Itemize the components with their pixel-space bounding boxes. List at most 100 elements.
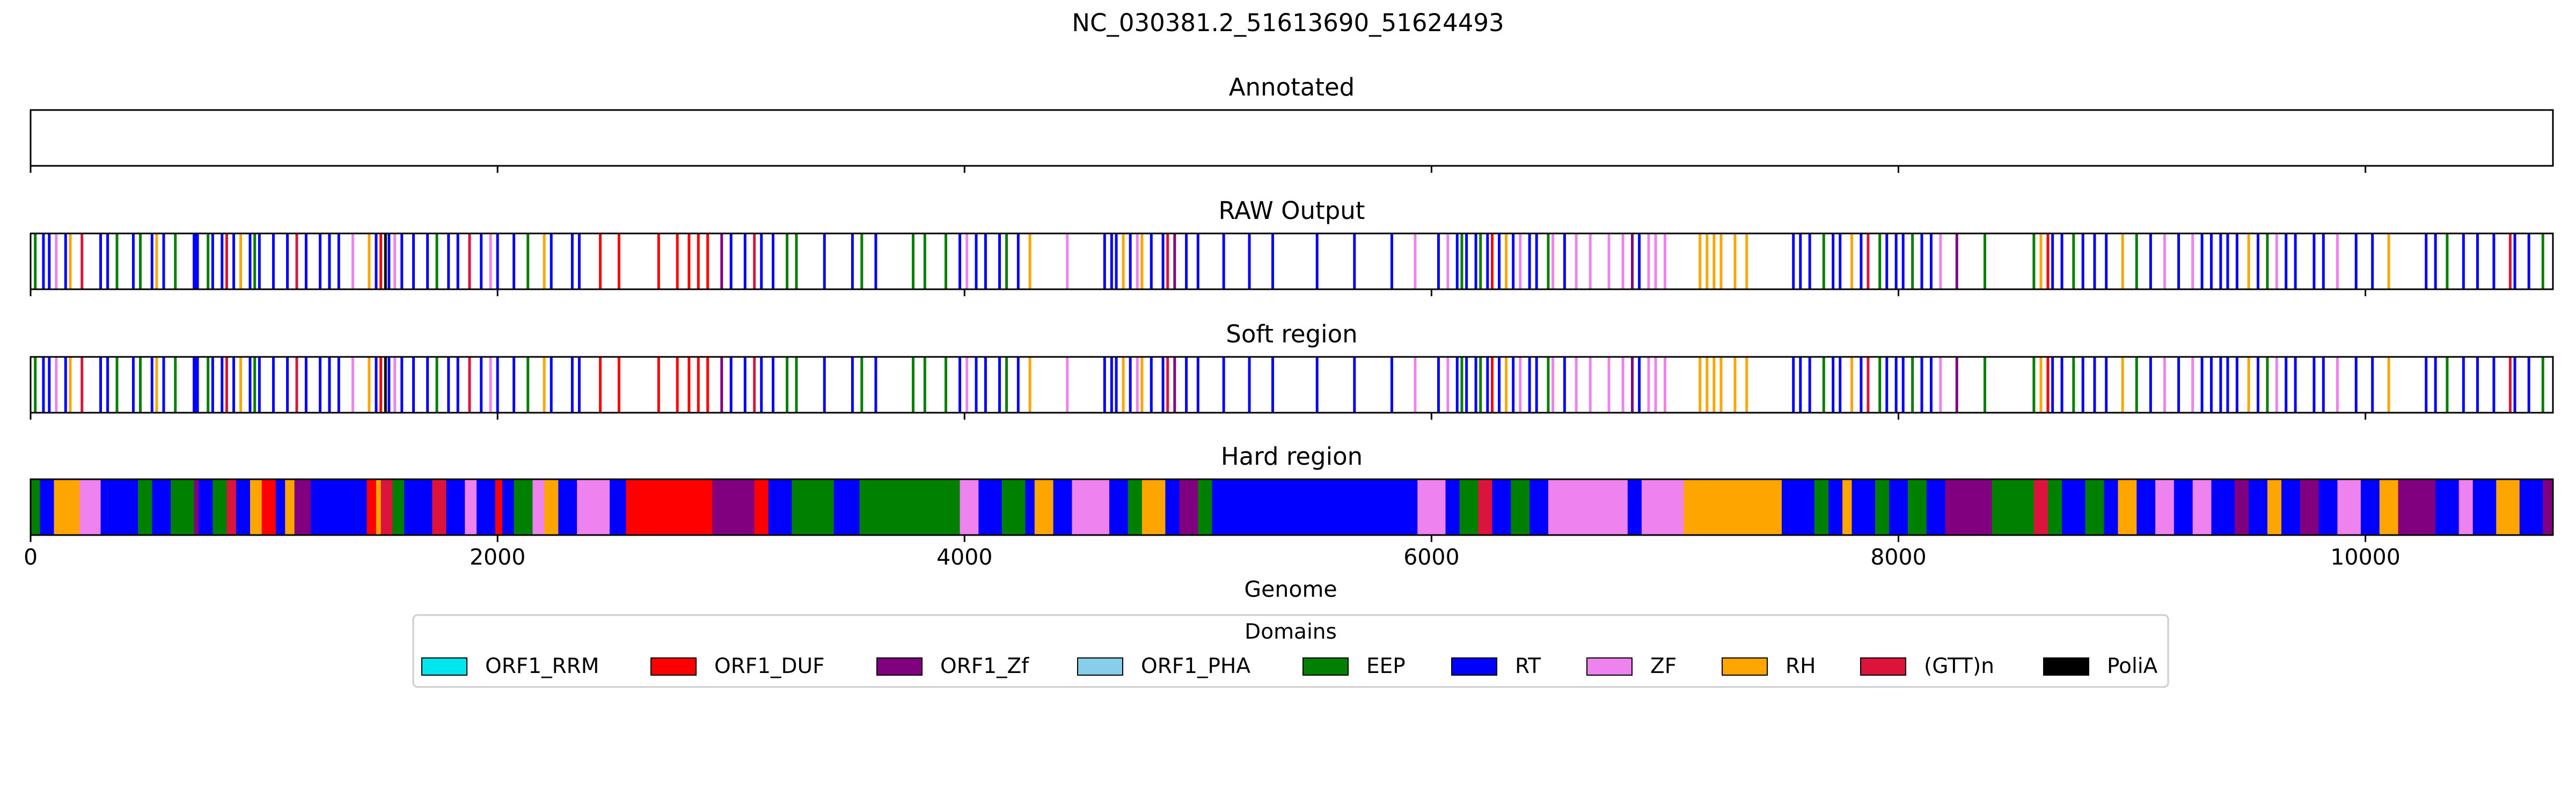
region-zf xyxy=(79,479,101,535)
legend-swatch xyxy=(1302,657,1349,676)
panel-frame xyxy=(30,478,2554,536)
region-gtt-n xyxy=(380,479,393,535)
region-rt xyxy=(609,479,627,535)
region-orf1-zf xyxy=(194,479,199,535)
region-rt xyxy=(2104,479,2119,535)
panel-frame xyxy=(30,232,2554,290)
region-orf1-duf xyxy=(495,479,503,535)
region-orf1-zf xyxy=(2235,479,2249,535)
region-rt xyxy=(1025,479,1035,535)
region-rt xyxy=(1529,479,1549,535)
region-eep xyxy=(1459,479,1479,535)
region-rt xyxy=(100,479,138,535)
region-rt xyxy=(833,479,860,535)
legend-label: RH xyxy=(1785,654,1816,678)
region-orf1-zf xyxy=(712,479,755,535)
region-rt xyxy=(275,479,286,535)
region-orf1-zf xyxy=(1179,479,1198,535)
region-eep xyxy=(1875,479,1890,535)
legend-entry-rt: RT xyxy=(1451,654,1541,678)
legend-entry-eep: EEP xyxy=(1302,654,1406,678)
region-rt xyxy=(1828,479,1843,535)
region-rt xyxy=(236,479,251,535)
region-eep xyxy=(2085,479,2104,535)
region-eep xyxy=(514,479,533,535)
region-orf1-duf xyxy=(626,479,713,535)
region-gtt-n xyxy=(1478,479,1493,535)
region-zf xyxy=(1548,479,1568,535)
region-zf xyxy=(1641,479,1684,535)
legend-label: ORF1_Zf xyxy=(940,654,1029,678)
panel-hard-region: Hard region 0 2000 4000 6000 8000 10000 xyxy=(24,442,2554,570)
region-rh xyxy=(376,479,382,535)
region-rt xyxy=(2472,479,2497,535)
region-eep xyxy=(1992,479,2035,535)
region-eep xyxy=(1814,479,1829,535)
legend-label: ZF xyxy=(1650,654,1677,678)
legend-swatch xyxy=(421,657,467,676)
legend-swatch xyxy=(1586,657,1633,676)
region-rh xyxy=(1034,479,1054,535)
region-orf1-duf xyxy=(754,479,769,535)
panel-title: Annotated xyxy=(1229,73,1355,101)
region-rt xyxy=(2211,479,2235,535)
region-gtt-n xyxy=(2033,479,2048,535)
region-zf xyxy=(960,479,979,535)
region-rt xyxy=(1053,479,1072,535)
region-rt xyxy=(502,479,515,535)
region-rt xyxy=(1781,479,1815,535)
legend-swatch xyxy=(1722,657,1768,676)
legend-entry-gtt-n: (GTT)n xyxy=(1860,654,1994,678)
region-zf xyxy=(577,479,610,535)
region-eep xyxy=(868,479,961,535)
region-eep xyxy=(792,479,835,535)
region-rt xyxy=(476,479,496,535)
region-rh xyxy=(1141,479,1166,535)
region-rh xyxy=(285,479,295,535)
region-gtt-n xyxy=(226,479,237,535)
region-rt xyxy=(1212,479,1418,535)
region-rt xyxy=(2435,479,2460,535)
region-rt xyxy=(1165,479,1180,535)
region-zf xyxy=(465,479,477,535)
region-rt xyxy=(40,479,55,535)
region-rt xyxy=(404,479,433,535)
region-zf xyxy=(2458,479,2473,535)
legend-entries: ORF1_RRM ORF1_DUF ORF1_Zf ORF1_PHA EEP RT ZF RH… xyxy=(421,654,2158,678)
region-rt xyxy=(558,479,577,535)
x-tick-label: 8000 xyxy=(1870,544,1926,570)
region-rt xyxy=(978,479,1002,535)
region-eep xyxy=(138,479,152,535)
legend-entry-orf1-zf: ORF1_Zf xyxy=(876,654,1029,678)
region-eep xyxy=(171,479,195,535)
region-gtt-n xyxy=(432,479,447,535)
region-eep xyxy=(1001,479,1026,535)
legend-entry-rh: RH xyxy=(1722,654,1816,678)
legend-label: RT xyxy=(1515,654,1541,678)
region-eep xyxy=(1907,479,1927,535)
region-zf xyxy=(2155,479,2175,535)
region-rt xyxy=(2318,479,2338,535)
panel-annotated: Annotated xyxy=(30,73,2554,173)
region-rt xyxy=(2249,479,2268,535)
region-rt xyxy=(2174,479,2193,535)
x-tick-label: 2000 xyxy=(470,544,525,570)
region-rh xyxy=(2267,479,2282,535)
panel-raw-output: RAW Output xyxy=(30,196,2554,296)
panel-title: RAW Output xyxy=(1219,196,1365,225)
track-panels: Annotated RAW Output Soft region Hard regio… xyxy=(24,73,2554,570)
legend-swatch xyxy=(1860,657,1906,676)
region-rt xyxy=(199,479,213,535)
panel-title: Soft region xyxy=(1226,320,1357,348)
legend-swatch xyxy=(650,657,697,676)
region-zf xyxy=(532,479,545,535)
region-orf1-duf xyxy=(261,479,276,535)
region-rh xyxy=(2118,479,2137,535)
region-rh xyxy=(544,479,559,535)
legend-entry-zf: ZF xyxy=(1586,654,1677,678)
region-orf1-zf xyxy=(1945,479,1993,535)
legend-label: ORF1_PHA xyxy=(1141,654,1250,678)
region-zf xyxy=(2192,479,2212,535)
region-zf xyxy=(1567,479,1628,535)
